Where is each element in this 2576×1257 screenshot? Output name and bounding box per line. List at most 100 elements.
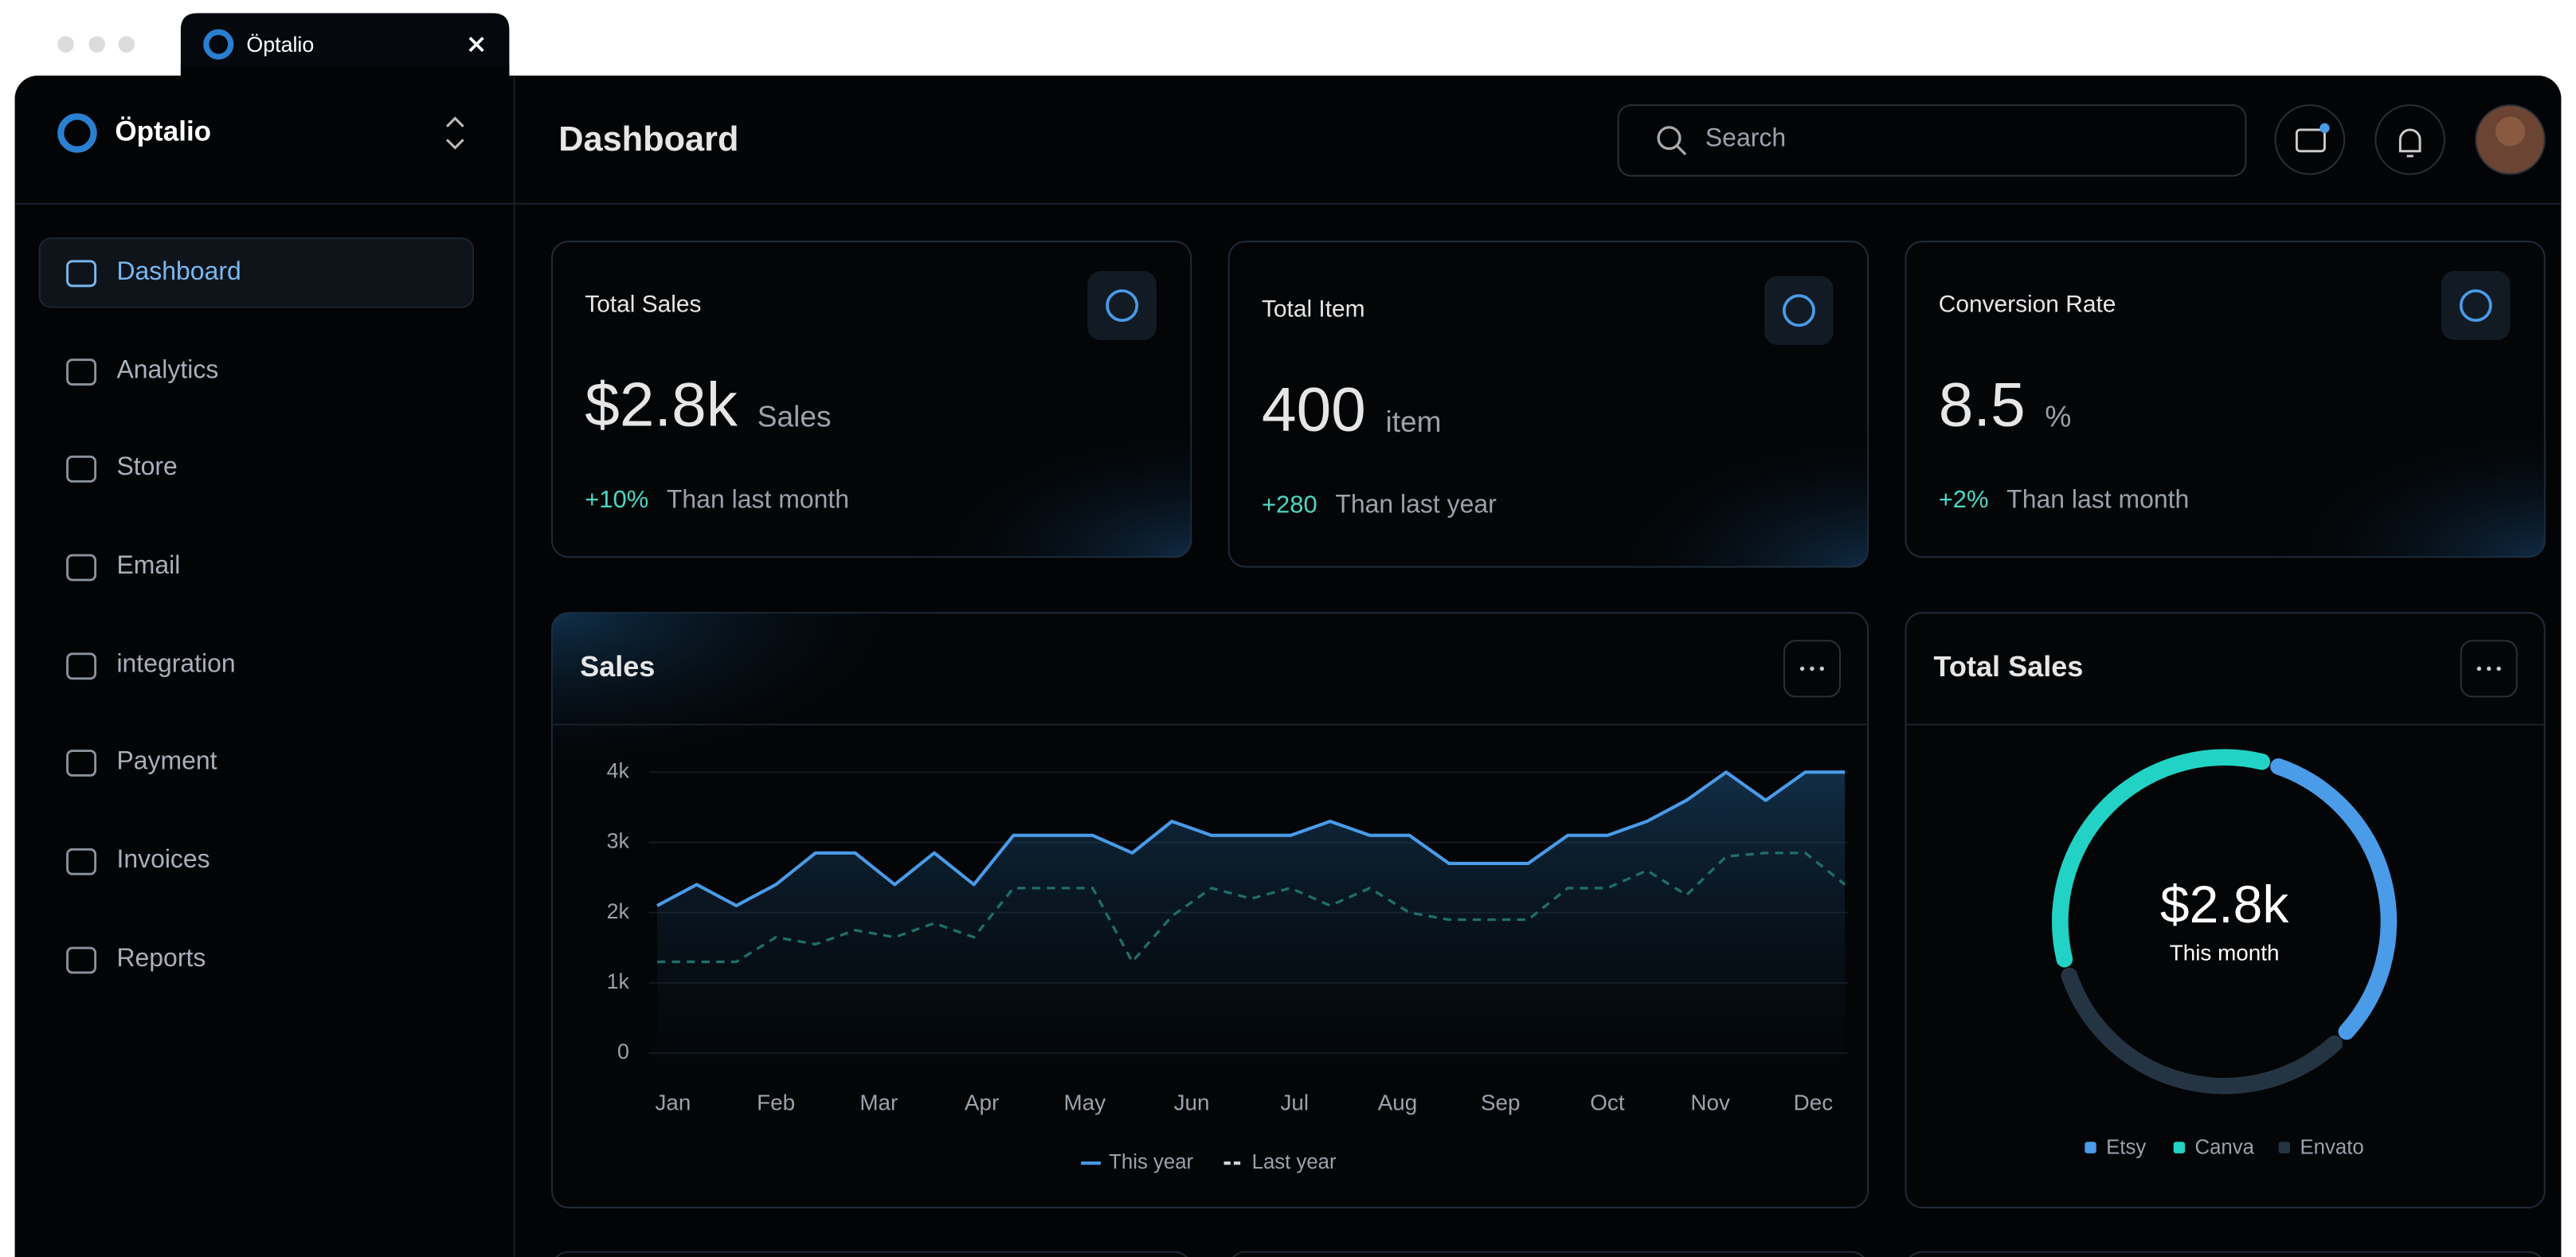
- y-tick-label: 1k: [607, 969, 630, 993]
- mail-icon: [2295, 128, 2326, 153]
- donut-center-value: $2.8k: [2160, 875, 2289, 934]
- stat-unit: item: [1386, 405, 1442, 438]
- stat-icon: [1783, 294, 1815, 327]
- search-icon: [1657, 126, 1681, 151]
- stat-label: Total Sales: [585, 292, 701, 318]
- panel-title: Total Sales: [1934, 650, 2084, 683]
- legend-swatch: [2085, 1141, 2096, 1153]
- page-title: Dashboard: [558, 120, 738, 159]
- x-tick-label: Jul: [1280, 1090, 1309, 1114]
- nav-active-bg: [38, 237, 475, 308]
- search-box[interactable]: [1617, 104, 2247, 177]
- x-tick-label: May: [1064, 1090, 1106, 1114]
- x-tick-label: Jun: [1174, 1090, 1210, 1114]
- nav-item[interactable]: Store: [116, 452, 177, 480]
- legend-label: This year: [1109, 1151, 1193, 1173]
- header-icon-button[interactable]: [2374, 104, 2446, 175]
- stat-icon-box: [2441, 271, 2511, 340]
- nav-icon: [66, 750, 97, 777]
- bell-icon: [2398, 128, 2421, 158]
- stat-note: Than last month: [2006, 484, 2189, 513]
- stat-note: Than last month: [667, 484, 849, 513]
- y-tick-label: 3k: [607, 829, 630, 853]
- x-tick-label: Dec: [1794, 1090, 1834, 1114]
- lower-card: [1909, 1251, 2542, 1257]
- nav-item[interactable]: Email: [116, 550, 180, 579]
- stat-unit: Sales: [758, 400, 832, 433]
- legend-label: Etsy: [2106, 1136, 2146, 1158]
- stat-icon-box: [1087, 271, 1157, 340]
- stat-delta: +280: [1262, 490, 1317, 518]
- more-dot: [2496, 666, 2501, 672]
- stat-value: 8.5: [1939, 369, 2026, 439]
- stat-card-glow: [1228, 241, 1869, 567]
- area-fill: [657, 772, 1846, 1065]
- stat-delta: +10%: [585, 485, 648, 513]
- more-dot: [1819, 666, 1824, 672]
- x-tick-label: Sep: [1481, 1090, 1521, 1114]
- stat-value: 400: [1262, 374, 1366, 444]
- x-tick-label: Aug: [1378, 1090, 1418, 1114]
- nav-item[interactable]: Payment: [116, 746, 217, 774]
- tab-logo: [203, 29, 234, 60]
- nav-icon: [66, 848, 97, 875]
- window-dot: [88, 36, 106, 53]
- brand-logo: [57, 113, 97, 153]
- window-dot: [57, 36, 74, 53]
- y-tick-label: 0: [617, 1040, 629, 1063]
- more-button[interactable]: [2460, 640, 2518, 698]
- more-dot: [2476, 666, 2481, 672]
- header-icon-button[interactable]: [2274, 104, 2346, 175]
- brand-name: Öptalio: [115, 116, 211, 147]
- search-icon-handle: [1676, 145, 1687, 156]
- nav-item[interactable]: Dashboard: [116, 256, 241, 285]
- nav-icon: [66, 455, 97, 483]
- nav-item[interactable]: Invoices: [116, 844, 209, 873]
- more-dot: [1810, 666, 1815, 672]
- stat-icon-box: [1764, 276, 1834, 346]
- stat-value: $2.8k: [585, 369, 738, 439]
- nav-icon: [66, 358, 97, 386]
- lower-card: [1232, 1251, 1865, 1257]
- stat-label: Total Item: [1262, 296, 1365, 323]
- tab-close[interactable]: [468, 37, 484, 53]
- workspace-switch[interactable]: [445, 116, 464, 150]
- donut-segment: [2061, 967, 2343, 1094]
- nav-item[interactable]: Analytics: [116, 355, 218, 384]
- donut-segment: [2270, 758, 2398, 1040]
- browser-tab[interactable]: [180, 13, 510, 79]
- stat-icon: [1106, 289, 1139, 323]
- window-dot: [118, 36, 135, 53]
- nav-icon: [66, 260, 97, 288]
- nav-icon: [66, 946, 97, 974]
- y-tick-label: 4k: [607, 758, 630, 782]
- y-tick-label: 2k: [607, 899, 630, 923]
- more-dot: [2486, 666, 2492, 672]
- avatar-face: [2495, 116, 2526, 147]
- tab-title: Öptalio: [246, 33, 314, 57]
- stat-note: Than last year: [1335, 490, 1497, 519]
- nav-item[interactable]: integration: [116, 649, 235, 678]
- stat-icon: [2459, 289, 2492, 323]
- x-tick-label: Nov: [1690, 1090, 1730, 1114]
- panel-title: Sales: [580, 650, 655, 683]
- x-tick-label: Apr: [965, 1090, 999, 1114]
- stat-unit: %: [2045, 400, 2071, 433]
- search-placeholder: Search: [1705, 123, 1786, 152]
- tab-join: [180, 65, 510, 86]
- x-tick-label: Oct: [1590, 1090, 1625, 1114]
- more-button[interactable]: [1783, 640, 1842, 698]
- legend-label: Last year: [1252, 1151, 1337, 1173]
- legend-swatch: [2278, 1141, 2291, 1153]
- stat-card-glow: [552, 241, 1192, 558]
- x-tick-label: Mar: [859, 1090, 898, 1114]
- line-series: [657, 852, 1846, 964]
- nav-icon: [66, 554, 97, 582]
- chart-panel: [1905, 612, 2546, 1208]
- stat-card-glow: [1905, 241, 2545, 558]
- line-series: [656, 770, 1846, 907]
- donut-center-label: This month: [2170, 941, 2280, 965]
- legend-label: Canva: [2194, 1136, 2254, 1158]
- legend-label: Envato: [2300, 1136, 2363, 1158]
- nav-item[interactable]: Reports: [116, 943, 206, 972]
